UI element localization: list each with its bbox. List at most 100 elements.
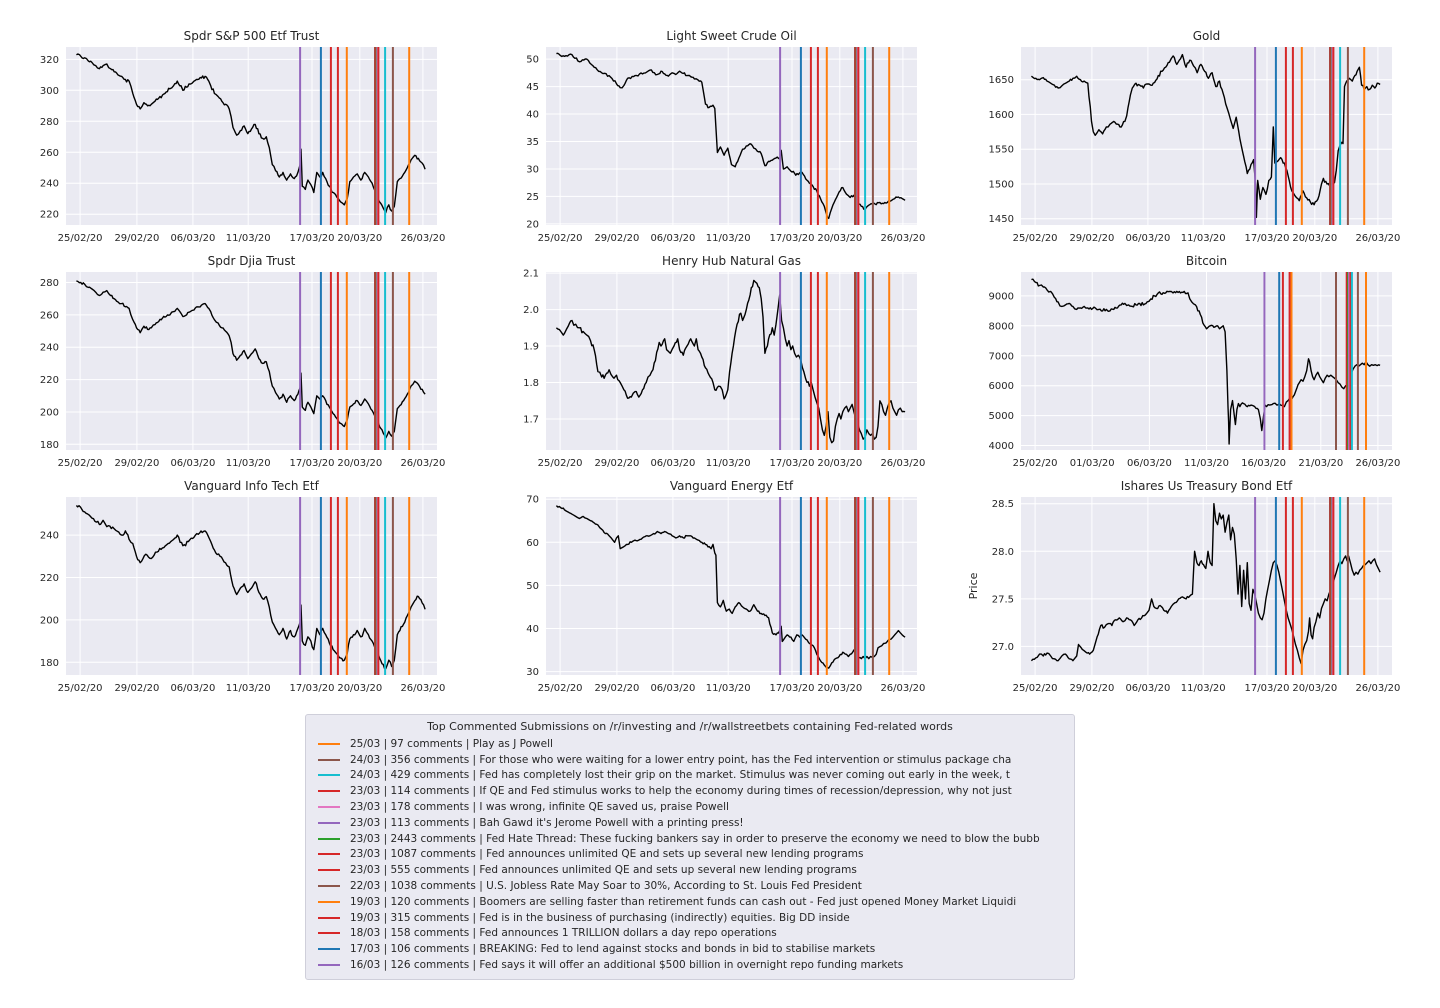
legend-line-swatch [318, 742, 340, 745]
chart-plot-spdr-sp500: 220 240 260 280 300 320 25/02/20 29/02/20 06/03/… [40, 47, 445, 244]
svg-text:20/03/20: 20/03/20 [817, 683, 862, 694]
svg-text:60: 60 [526, 538, 539, 549]
legend-line-swatch [318, 869, 340, 872]
svg-text:1650: 1650 [989, 75, 1014, 86]
svg-text:11/03/20: 11/03/20 [226, 458, 271, 469]
chart-plot-natural-gas: 1.7 1.8 1.9 2.0 2.1 25/02/20 29/02/20 06/03/20 1… [523, 269, 925, 469]
svg-text:20/03/20: 20/03/20 [817, 458, 862, 469]
chart-spdr-sp500: Spdr S&P 500 Etf Trust 220 240 260 280 300 32… [10, 29, 470, 251]
svg-text:20/03/20: 20/03/20 [1292, 683, 1337, 694]
legend-line-swatch [318, 885, 340, 888]
chart-title: Henry Hub Natural Gas [662, 254, 801, 268]
chart-title: Light Sweet Crude Oil [666, 29, 797, 43]
legend-item: 23/03 | 555 comments | Fed announces unl… [306, 862, 1074, 878]
svg-text:25/02/20: 25/02/20 [538, 233, 583, 244]
chart-plot-spdr-djia: 180 200 220 240 260 280 25/02/20 29/02/20 06/03/… [40, 272, 445, 469]
legend-item: 17/03 | 106 comments | BREAKING: Fed to … [306, 941, 1074, 957]
legend-title: Top Commented Submissions on /r/investin… [427, 720, 953, 733]
svg-text:11/03/20: 11/03/20 [706, 683, 751, 694]
legend-line-swatch [318, 821, 340, 824]
legend-item: 19/03 | 120 comments | Boomers are selli… [306, 894, 1074, 910]
svg-text:25: 25 [526, 192, 539, 203]
svg-text:29/02/20: 29/02/20 [594, 683, 639, 694]
legend-line-swatch [318, 774, 340, 777]
svg-text:25/02/20: 25/02/20 [58, 683, 103, 694]
svg-text:27.0: 27.0 [992, 642, 1014, 653]
svg-text:2.0: 2.0 [523, 305, 539, 316]
svg-text:28.5: 28.5 [992, 499, 1014, 510]
chart-title: Vanguard Energy Etf [669, 479, 794, 493]
svg-text:06/03/20: 06/03/20 [650, 683, 695, 694]
svg-text:240: 240 [40, 343, 59, 354]
svg-text:29/02/20: 29/02/20 [594, 233, 639, 244]
legend-box: Top Commented Submissions on /r/investin… [305, 714, 1075, 980]
svg-text:26/03/20: 26/03/20 [400, 683, 445, 694]
svg-text:29/02/20: 29/02/20 [1069, 683, 1114, 694]
svg-text:11/03/20: 11/03/20 [706, 233, 751, 244]
svg-text:17/03/20: 17/03/20 [1245, 683, 1290, 694]
legend-item-label: 19/03 | 120 comments | Boomers are selli… [350, 895, 1017, 908]
svg-text:21/03/20: 21/03/20 [1298, 458, 1343, 469]
chart-plot-crude-oil: 20 25 30 35 40 45 50 25/02/20 29/02/20 06/03/20 11… [526, 47, 925, 244]
svg-text:240: 240 [40, 531, 59, 542]
svg-text:20/03/20: 20/03/20 [337, 683, 382, 694]
svg-text:6000: 6000 [989, 381, 1014, 392]
svg-text:06/03/20: 06/03/20 [170, 233, 215, 244]
svg-text:11/03/20: 11/03/20 [706, 458, 751, 469]
legend-line-swatch [318, 790, 340, 793]
svg-text:1.7: 1.7 [523, 415, 539, 426]
svg-text:7000: 7000 [989, 351, 1014, 362]
svg-text:1500: 1500 [989, 180, 1014, 191]
legend-item-label: 23/03 | 113 comments | Bah Gawd it's Jer… [350, 816, 744, 829]
svg-text:240: 240 [40, 179, 59, 190]
chart-ishares-treasury: Ishares Us Treasury Bond Etf 27.0 27.5 28.… [965, 479, 1425, 701]
chart-plot-vanguard-info-tech: 180 200 220 240 25/02/20 29/02/20 06/03/20 11/0… [40, 497, 445, 694]
svg-text:260: 260 [40, 148, 59, 159]
svg-text:11/03/20: 11/03/20 [1181, 233, 1226, 244]
svg-text:17/03/20: 17/03/20 [1245, 233, 1290, 244]
svg-text:40: 40 [526, 624, 539, 635]
svg-text:17/03/20: 17/03/20 [290, 233, 335, 244]
svg-text:06/03/20: 06/03/20 [1125, 233, 1170, 244]
svg-text:16/03/20: 16/03/20 [1241, 458, 1286, 469]
svg-text:11/03/20: 11/03/20 [1181, 683, 1226, 694]
svg-text:26/03/20: 26/03/20 [400, 233, 445, 244]
svg-text:26/03/20: 26/03/20 [1355, 458, 1400, 469]
chart-title: Gold [1192, 29, 1221, 43]
chart-natural-gas: Henry Hub Natural Gas 1.7 1.8 1.9 2.0 2.1 25/… [490, 254, 950, 476]
svg-text:17/03/20: 17/03/20 [290, 458, 335, 469]
svg-text:29/02/20: 29/02/20 [114, 233, 159, 244]
svg-text:01/03/20: 01/03/20 [1070, 458, 1115, 469]
svg-text:26/03/20: 26/03/20 [880, 233, 925, 244]
svg-text:11/03/20: 11/03/20 [1184, 458, 1229, 469]
svg-text:29/02/20: 29/02/20 [1069, 233, 1114, 244]
svg-text:220: 220 [40, 210, 59, 221]
svg-text:300: 300 [40, 86, 59, 97]
svg-text:29/02/20: 29/02/20 [114, 458, 159, 469]
chart-plot-vanguard-energy: 30 40 50 60 70 25/02/20 29/02/20 06/03/20 11/03/… [526, 495, 925, 694]
legend-item: 19/03 | 315 comments | Fed is in the bus… [306, 910, 1074, 926]
svg-text:11/03/20: 11/03/20 [226, 683, 271, 694]
legend-item: 23/03 | 114 comments | If QE and Fed sti… [306, 783, 1074, 799]
legend-item: 23/03 | 178 comments | I was wrong, infi… [306, 799, 1074, 815]
legend-item: 23/03 | 2443 comments | Fed Hate Thread:… [306, 831, 1074, 847]
svg-text:26/03/20: 26/03/20 [1355, 683, 1400, 694]
svg-text:17/03/20: 17/03/20 [770, 233, 815, 244]
chart-spdr-djia: Spdr Djia Trust 180 200 220 240 260 280 25/02/… [10, 254, 470, 476]
svg-text:26/03/20: 26/03/20 [1355, 233, 1400, 244]
legend-item-label: 19/03 | 315 comments | Fed is in the bus… [350, 911, 850, 924]
svg-text:27.5: 27.5 [992, 594, 1014, 605]
legend-item-label: 24/03 | 356 comments | For those who wer… [350, 753, 1012, 766]
chart-title: Spdr S&P 500 Etf Trust [183, 29, 320, 43]
svg-text:20/03/20: 20/03/20 [337, 458, 382, 469]
legend-item-label: 18/03 | 158 comments | Fed announces 1 T… [350, 927, 777, 940]
legend-item: 18/03 | 158 comments | Fed announces 1 T… [306, 926, 1074, 942]
svg-text:200: 200 [40, 615, 59, 626]
svg-text:Price: Price [967, 572, 980, 599]
chart-title: Vanguard Info Tech Etf [184, 479, 319, 493]
svg-text:25/02/20: 25/02/20 [1013, 683, 1058, 694]
svg-text:2.1: 2.1 [523, 269, 539, 280]
chart-vanguard-info-tech: Vanguard Info Tech Etf 180 200 220 240 25/02… [10, 479, 470, 701]
svg-text:1.9: 1.9 [523, 342, 539, 353]
svg-text:20/03/20: 20/03/20 [1292, 233, 1337, 244]
